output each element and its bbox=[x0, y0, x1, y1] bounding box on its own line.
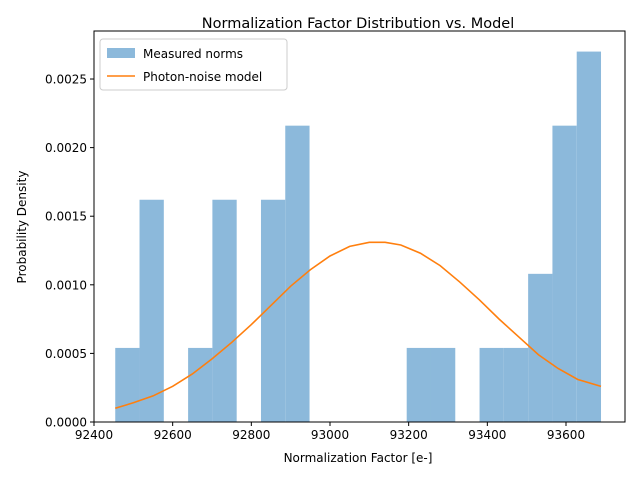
histogram-bar bbox=[212, 199, 237, 422]
plot-frame bbox=[93, 30, 626, 423]
y-tick-label: 0.0015 bbox=[45, 210, 87, 224]
chart-title: Normalization Factor Distribution vs. Mo… bbox=[202, 16, 514, 32]
legend: Measured norms Photon-noise model bbox=[99, 38, 288, 91]
histogram-bar bbox=[406, 347, 431, 422]
y-tick-label: 0.0010 bbox=[45, 278, 87, 292]
y-tick-label: 0.0025 bbox=[45, 73, 87, 87]
histogram-bar bbox=[430, 347, 456, 422]
x-tick-label: 93600 bbox=[547, 428, 585, 442]
model-line-group bbox=[115, 241, 602, 410]
legend-swatch-measured-norms bbox=[107, 48, 135, 58]
legend-box bbox=[99, 38, 288, 91]
x-axis: 92400 92600 92800 93000 93200 93400 93600 bbox=[75, 422, 585, 442]
x-tick-label: 92600 bbox=[154, 428, 192, 442]
histogram-bar bbox=[528, 273, 553, 422]
legend-label-photon-noise-model: Photon-noise model bbox=[143, 70, 262, 84]
x-tick-label: 93400 bbox=[468, 428, 506, 442]
x-axis-label: Normalization Factor [e-] bbox=[284, 451, 433, 465]
x-tick-label: 93000 bbox=[311, 428, 349, 442]
histogram-bar bbox=[576, 51, 602, 422]
x-tick-label: 93200 bbox=[390, 428, 428, 442]
legend-label-measured-norms: Measured norms bbox=[143, 47, 243, 61]
histogram-bar bbox=[139, 199, 164, 422]
x-tick-label: 92800 bbox=[232, 428, 270, 442]
y-axis: 0.0000 0.0005 0.0010 0.0015 0.0020 0.0025 bbox=[45, 73, 94, 430]
y-axis-label: Probability Density bbox=[15, 171, 29, 284]
y-tick-label: 0.0020 bbox=[45, 141, 87, 155]
histogram-bar bbox=[503, 347, 529, 422]
histogram-bar bbox=[115, 347, 140, 422]
x-tick-label: 92400 bbox=[75, 428, 113, 442]
model-line bbox=[115, 241, 602, 410]
y-tick-label: 0.0005 bbox=[45, 347, 87, 361]
histogram-bar bbox=[479, 347, 504, 422]
histogram-bar bbox=[188, 347, 213, 422]
y-tick-label: 0.0000 bbox=[45, 416, 87, 430]
